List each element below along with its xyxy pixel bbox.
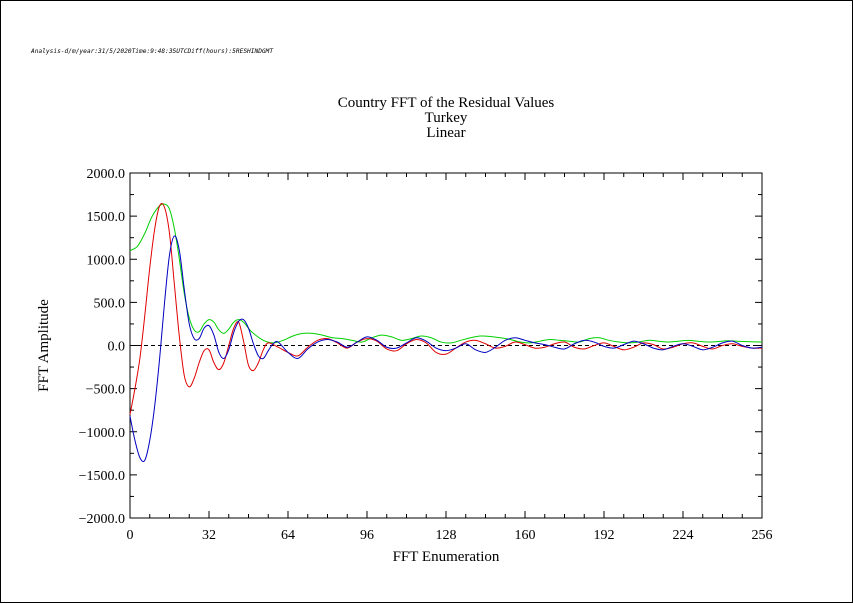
- x-tick-label: 32: [202, 528, 216, 543]
- x-tick-label: 96: [360, 528, 374, 543]
- meta-line: Analysis-d/m/year:31/5/2020Time:9:48:35U…: [30, 48, 274, 55]
- x-tick-label: 64: [281, 528, 295, 543]
- x-tick-label: 224: [673, 528, 694, 543]
- x-tick-label: 160: [515, 528, 536, 543]
- chart-subtitle-method: Linear: [426, 125, 465, 141]
- y-tick-label: −1500.0: [79, 469, 125, 484]
- y-tick-label: 1000.0: [87, 253, 126, 268]
- y-tick-label: −2000.0: [79, 512, 125, 527]
- y-tick-label: 2000.0: [87, 167, 126, 182]
- x-axis-label: FFT Enumeration: [393, 549, 500, 565]
- y-tick-label: −500.0: [86, 383, 125, 398]
- x-tick-label: 0: [127, 528, 134, 543]
- chart-title: Country FFT of the Residual Values: [338, 95, 555, 111]
- x-tick-label: 256: [752, 528, 773, 543]
- series-line-green: [129, 203, 763, 344]
- y-tick-label: 500.0: [94, 296, 126, 311]
- x-tick-label: 192: [594, 528, 615, 543]
- series-line-red: [129, 203, 763, 415]
- y-tick-label: 0.0: [108, 340, 126, 355]
- chart-subtitle-country: Turkey: [425, 110, 468, 126]
- series-line-blue: [129, 235, 763, 463]
- y-tick-label: −1000.0: [79, 426, 125, 441]
- y-tick-label: 1500.0: [87, 210, 126, 225]
- y-axis-label: FFT Amplitude: [36, 299, 52, 392]
- x-tick-label: 128: [436, 528, 457, 543]
